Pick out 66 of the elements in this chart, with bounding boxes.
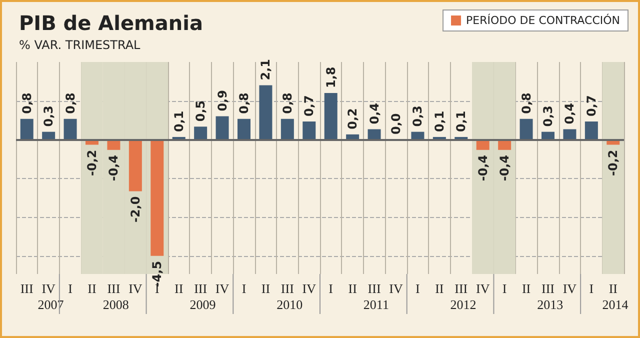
data-label: -0,4 [106,154,121,182]
data-label: 0,2 [346,108,360,130]
x-tick-label: IV [476,281,490,296]
x-tick-label: III [280,281,294,296]
x-tick-label: IV [389,281,404,296]
data-label: -4,5 [150,260,164,288]
x-tick-label: I [242,281,246,296]
x-tick-label: I [589,281,594,296]
x-tick-label: II [261,281,270,296]
data-label: -0,4 [476,154,490,182]
text: 2011 [363,297,389,312]
x-tick-label: II [608,281,618,296]
text: 2012 [450,297,476,312]
x-tick-label: IV [128,281,143,296]
data-label: 0,3 [410,106,425,127]
data-label: 0,7 [302,95,316,116]
data-label: 0,8 [280,92,294,114]
x-tick-label: III [20,281,34,296]
text: 2010 [276,297,303,312]
data-label: 0,4 [367,102,382,124]
x-tick-label: IV [562,281,578,296]
data-label: 0,1 [454,110,468,132]
x-tick-label: III [107,281,120,296]
data-label: 0,1 [172,110,186,132]
data-label: 0,9 [215,90,230,112]
legend-label: PERÍODO DE CONTRACCIÓN [466,13,620,27]
x-tick-label: III [368,281,381,296]
data-label: 1,8 [324,66,338,88]
x-tick-label: II [88,281,96,296]
data-label: 0,0 [389,113,403,135]
x-tick-label: II [435,281,444,296]
data-label: 0,3 [541,106,555,127]
data-label: 0,3 [42,106,56,127]
text: 2014 [602,297,629,312]
x-tick-label: II [522,281,531,296]
data-label: 0,4 [562,102,577,124]
text: 2009 [190,297,216,312]
text: 2013 [537,297,564,312]
data-label: -0,2 [85,150,99,176]
data-label: 0,7 [584,95,598,116]
text: 2007 [38,297,64,312]
x-tick-label: II [348,281,357,296]
x-tick-label: IV [302,281,317,296]
x-tick-label: II [174,281,184,296]
text: 2008 [102,297,129,312]
x-tick-label: III [194,281,208,296]
data-label: 0,1 [432,110,446,132]
data-label: 2,1 [258,59,273,80]
x-tick-label: I [416,281,420,296]
x-tick-label: I [328,281,334,296]
x-tick-label: III [542,281,554,296]
x-tick-label: I [502,281,507,296]
data-label: 0,8 [237,92,251,114]
x-tick-label: IV [215,281,230,296]
data-label: -2,0 [128,196,142,223]
x-tick-label: III [454,281,468,296]
x-tick-label: IV [42,281,56,296]
x-tick-label: I [68,281,72,296]
data-label: -0,2 [606,150,620,176]
data-label: 0,5 [194,100,208,122]
chart-subtitle: % VAR. TRIMESTRAL [19,38,141,52]
data-label: 0,8 [63,92,78,114]
data-label: 0,8 [20,92,34,114]
chart-title: PIB de Alemania [19,11,203,35]
data-label: 0,8 [519,92,534,114]
data-label: -0,4 [498,154,512,182]
